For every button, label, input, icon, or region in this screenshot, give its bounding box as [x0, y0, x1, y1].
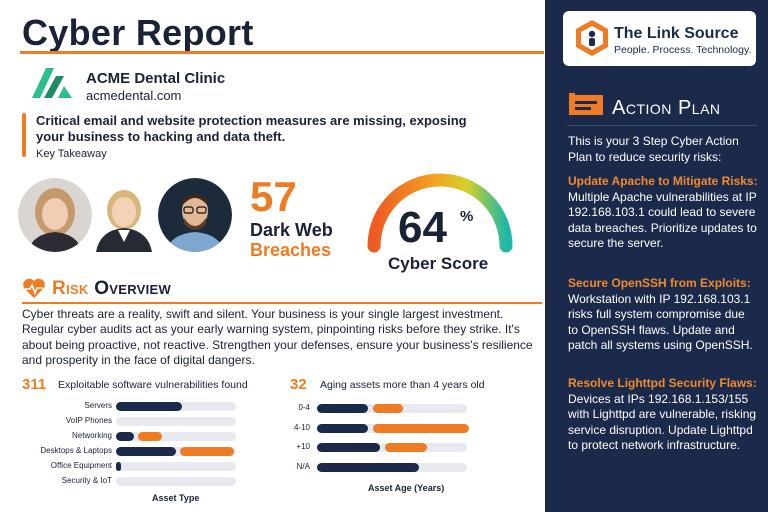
bar-segment: [179, 447, 234, 456]
sign-board-icon: [569, 93, 603, 115]
action-item: Secure OpenSSH from Exploits: Workstatio…: [568, 276, 753, 353]
bar-category-label: Office Equipment: [50, 461, 112, 470]
breach-count: 57: [250, 173, 297, 220]
bar-track: [116, 417, 236, 426]
bar-segment: [116, 432, 134, 441]
company-website: acmedental.com: [86, 88, 182, 103]
cyber-score-unit: %: [460, 208, 474, 225]
bar-track: [317, 404, 467, 413]
key-takeaway-label: Key Takeaway: [36, 148, 107, 160]
heartbeat-icon: [23, 278, 45, 298]
bar-track: [116, 477, 236, 486]
asset-type-chart: Servers VoIP Phones Networking Desktops & L…: [20, 396, 240, 503]
company-name: ACME Dental Clinic: [86, 70, 226, 87]
chart-x-label: Asset Age (Years): [368, 483, 445, 493]
aging-assets-count: 32: [290, 376, 307, 393]
cyber-score-value: 64: [398, 203, 447, 252]
bar-segment: [116, 402, 182, 411]
risk-overview-paragraph: Cyber threats are a reality, swift and s…: [22, 307, 533, 368]
bar-category-label: 0-4: [298, 403, 310, 412]
breach-label-line2: Breaches: [250, 240, 332, 260]
key-takeaway-text: Critical email and website protection me…: [36, 113, 467, 144]
bar-segment: [372, 404, 403, 413]
action-plan-intro: This is your 3 Step Cyber Action Plan to…: [568, 134, 739, 164]
bar-category-label: Desktops & Laptops: [40, 446, 112, 455]
bar-segment: [317, 423, 368, 433]
bar-track: [317, 443, 467, 452]
title-divider: [20, 51, 544, 54]
bar-track: [116, 402, 236, 411]
bar-category-label: Networking: [71, 431, 112, 440]
action-plan-sidebar: [545, 0, 768, 512]
bar-category-label: N/A: [296, 461, 310, 471]
bar-category-label: VoIP Phones: [65, 416, 112, 425]
brand-tagline: People. Process. Technology.: [614, 44, 752, 56]
bar-track: [317, 423, 469, 433]
asset-age-chart: 0-4 4-10 +10 N/A Asset Age (Years): [276, 396, 496, 500]
bar-track: [116, 447, 236, 456]
person-avatar: [158, 178, 232, 252]
bar-category-label: 4-10: [293, 422, 310, 432]
bar-segment: [137, 432, 162, 441]
bar-segment: [372, 423, 469, 433]
bar-track: [116, 462, 236, 471]
acme-logo: [32, 68, 72, 98]
link-source-logo: [576, 20, 608, 56]
brand-name: The Link Source: [614, 25, 739, 42]
bar-segment: [384, 443, 427, 452]
action-plan-divider: [567, 125, 757, 126]
cyber-score-label: Cyber Score: [388, 254, 489, 273]
takeaway-accent: [22, 113, 26, 157]
risk-overview-divider: [22, 302, 542, 304]
page-title: Cyber Report: [22, 12, 254, 53]
bar-segment: [317, 404, 368, 413]
bar-segment: [317, 443, 380, 452]
action-item: Resolve Lighttpd Security Flaws: Devices…: [568, 376, 757, 453]
breach-label-line1: Dark Web: [250, 220, 333, 240]
bar-track: [317, 462, 467, 472]
action-plan-title: Action Plan: [612, 97, 721, 119]
bar-category-label: Servers: [84, 401, 112, 410]
chart-x-label: Asset Type: [152, 493, 200, 503]
aging-assets-label: Aging assets more than 4 years old: [320, 379, 485, 391]
bar-track: [116, 432, 236, 441]
bar-category-label: Security & IoT: [61, 476, 112, 485]
vulnerability-count: 311: [22, 376, 47, 393]
bar-segment: [116, 462, 121, 471]
bar-segment: [116, 447, 176, 456]
bar-category-label: +10: [296, 442, 310, 451]
person-avatar: [88, 180, 160, 252]
bar-segment: [317, 462, 419, 472]
vulnerability-label: Exploitable software vulnerabilities fou…: [58, 379, 248, 391]
action-item: Update Apache to Mitigate Risks: Multipl…: [568, 174, 758, 251]
person-avatar: [18, 178, 92, 252]
risk-overview-title: Risk Overview: [52, 278, 172, 299]
cyber-score-gauge: [367, 173, 513, 253]
